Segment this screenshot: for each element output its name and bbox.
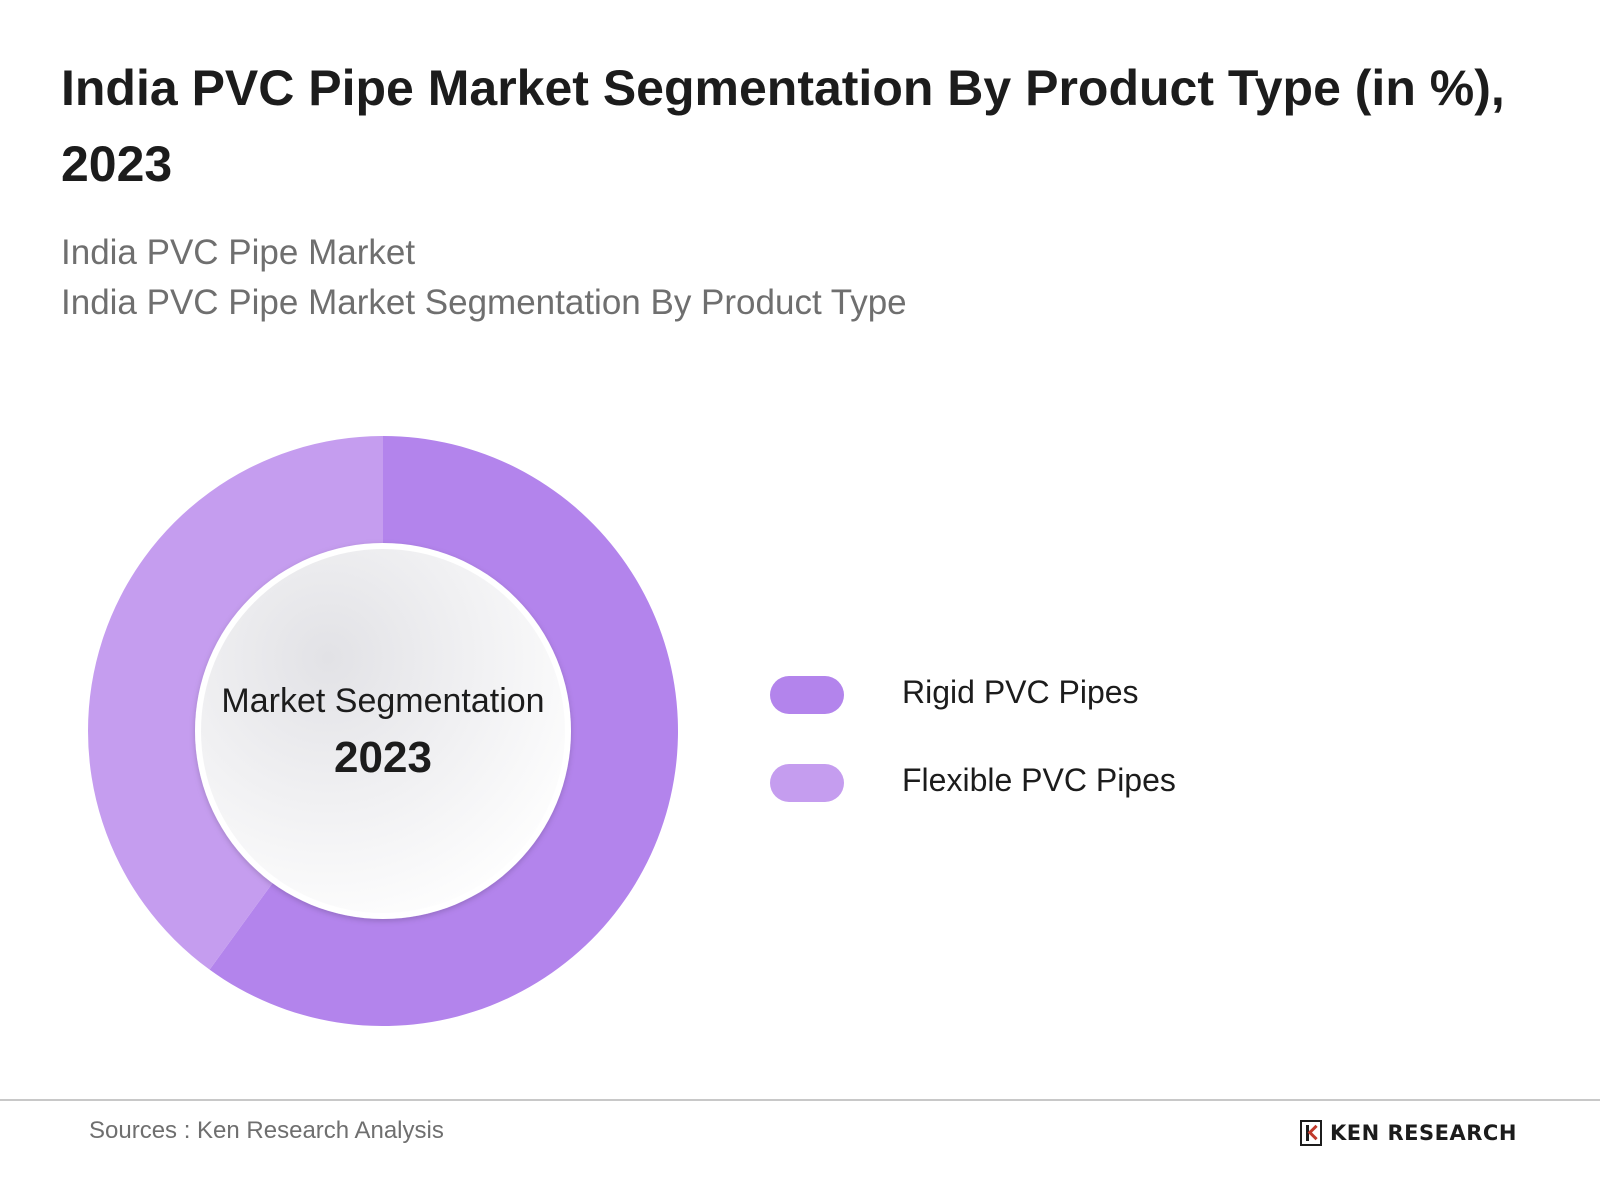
footer-divider bbox=[0, 1099, 1600, 1101]
donut-slice-flexible-pvc-pipes[interactable] bbox=[88, 436, 383, 970]
ken-research-logo-icon bbox=[1300, 1120, 1322, 1146]
chart-subtitle: India PVC Pipe Market India PVC Pipe Mar… bbox=[61, 228, 1261, 328]
ken-research-logo-text: KEN RESEARCH bbox=[1330, 1121, 1517, 1145]
center-label: Market Segmentation bbox=[221, 682, 544, 720]
legend-swatch-rigid bbox=[770, 676, 844, 714]
subtitle-line-2: India PVC Pipe Market Segmentation By Pr… bbox=[61, 283, 907, 322]
source-note: Sources : Ken Research Analysis bbox=[89, 1117, 444, 1144]
center-value: 2023 bbox=[334, 733, 432, 782]
subtitle-line-1: India PVC Pipe Market bbox=[61, 233, 416, 272]
ken-research-logo: KEN RESEARCH bbox=[1300, 1118, 1517, 1148]
chart-title: India PVC Pipe Market Segmentation By Pr… bbox=[61, 60, 1505, 192]
legend-swatch-flexible bbox=[770, 764, 844, 802]
donut-slice-rigid-pvc-pipes[interactable] bbox=[209, 436, 679, 1027]
donut-slices bbox=[88, 436, 679, 1027]
legend-label-flexible: Flexible PVC Pipes bbox=[902, 762, 1176, 798]
legend-label-rigid: Rigid PVC Pipes bbox=[902, 674, 1139, 710]
donut-center-fill bbox=[201, 549, 565, 913]
